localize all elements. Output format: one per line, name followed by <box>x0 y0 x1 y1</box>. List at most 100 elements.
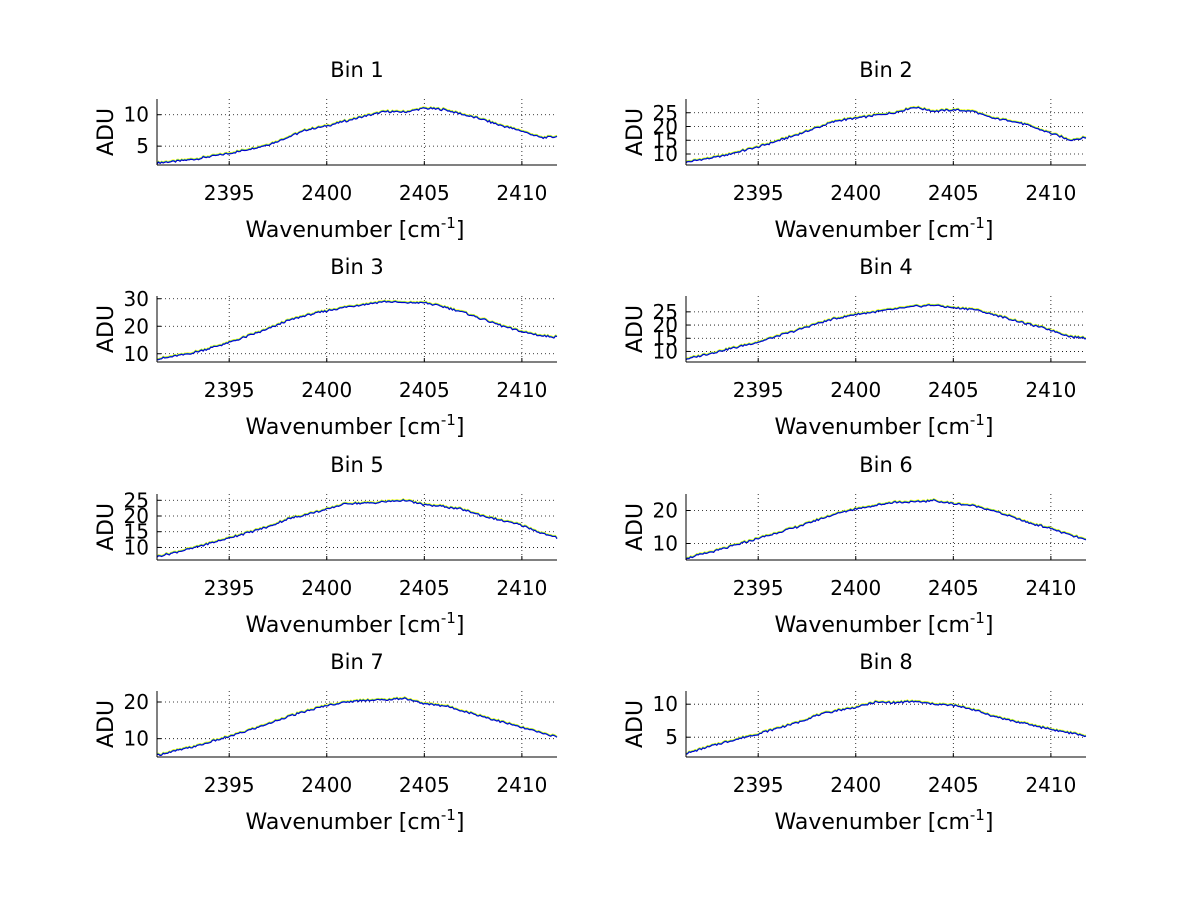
y-tick-label: 10 <box>653 142 678 166</box>
y-tick-label: 30 <box>124 287 149 311</box>
x-axis-label: Wavenumber [cm-1] <box>246 609 465 638</box>
x-axis-label: Wavenumber [cm-1] <box>775 806 994 835</box>
y-tick-label: 20 <box>653 499 678 523</box>
y-tick-label: 10 <box>653 339 678 363</box>
x-tick-label: 2410 <box>496 378 547 402</box>
subplot-7: 2395 2400 2405 2410 10 20 Bin 7 ADU Wavenumber [… <box>94 650 558 835</box>
y-tick-label: 25 <box>653 300 678 324</box>
subplot-title: Bin 1 <box>330 58 384 82</box>
x-tick-label: 2410 <box>496 576 547 600</box>
y-tick-label: 20 <box>653 313 678 337</box>
x-tick-label: 2400 <box>301 773 352 797</box>
grid-lines <box>686 691 1086 757</box>
subplot-title: Bin 4 <box>859 255 913 279</box>
series-line-3 <box>685 700 1087 755</box>
series-line-1 <box>156 299 558 360</box>
series-line-1 <box>685 497 1087 559</box>
x-tick-label: 2400 <box>830 773 881 797</box>
y-axis-label: ADU <box>623 108 648 156</box>
x-axis-label: Wavenumber [cm-1] <box>246 214 465 243</box>
y-tick-label: 5 <box>136 134 149 158</box>
series-line-3 <box>685 106 1087 164</box>
subplot-6: 2395 2400 2405 2410 10 20 Bin 6 ADU Wavenumber [… <box>623 453 1087 638</box>
x-tick-label: 2395 <box>204 773 255 797</box>
x-tick-label: 2410 <box>1025 773 1076 797</box>
series-line-2 <box>685 303 1086 360</box>
y-tick-label: 10 <box>124 727 149 751</box>
subplot-title: Bin 8 <box>859 650 913 674</box>
x-tick-label: 2395 <box>733 378 784 402</box>
y-tick-label: 10 <box>124 535 149 559</box>
y-tick-label: 20 <box>124 690 149 714</box>
series-line-1 <box>156 696 558 755</box>
x-tick-label: 2405 <box>399 773 450 797</box>
x-axis-label: Wavenumber [cm-1] <box>775 411 994 440</box>
x-tick-label: 2400 <box>830 378 881 402</box>
x-tick-label: 2410 <box>496 181 547 205</box>
x-tick-label: 2395 <box>733 181 784 205</box>
y-axis-label: ADU <box>94 503 119 551</box>
x-tick-label: 2400 <box>301 181 352 205</box>
grid-lines <box>686 494 1086 560</box>
x-tick-label: 2395 <box>204 576 255 600</box>
grid-lines <box>157 691 557 757</box>
x-tick-label: 2400 <box>830 576 881 600</box>
x-tick-label: 2395 <box>733 773 784 797</box>
subplot-8: 2395 2400 2405 2410 5 10 Bin 8 ADU Wavenumber [c… <box>623 650 1087 835</box>
subplot-3: 2395 2400 2405 2410 10 20 30 Bin 3 ADU Wavenumber… <box>94 255 558 440</box>
series-line-1 <box>685 303 1086 359</box>
y-tick-label: 10 <box>653 692 678 716</box>
series-line-2 <box>156 498 558 558</box>
y-axis-label: ADU <box>94 305 119 353</box>
y-tick-label: 15 <box>124 520 149 544</box>
series-line-1 <box>685 699 1087 754</box>
y-tick-label: 15 <box>653 326 678 350</box>
grid-lines <box>157 296 557 362</box>
x-tick-label: 2395 <box>733 576 784 600</box>
y-tick-label: 25 <box>124 488 149 512</box>
y-axis-label: ADU <box>623 503 648 551</box>
y-tick-label: 10 <box>124 103 149 127</box>
y-tick-label: 25 <box>653 101 678 125</box>
x-tick-label: 2410 <box>1025 576 1076 600</box>
y-axis-label: ADU <box>623 700 648 748</box>
x-tick-label: 2400 <box>301 378 352 402</box>
subplot-title: Bin 6 <box>859 453 913 477</box>
grid-lines <box>686 296 1086 362</box>
x-tick-label: 2405 <box>399 181 450 205</box>
subplot-1: 2395 2400 2405 2410 5 10 Bin 1 ADU Wavenumber [c… <box>94 58 558 243</box>
subplot-title: Bin 5 <box>330 453 384 477</box>
y-tick-label: 10 <box>124 342 149 366</box>
x-tick-label: 2405 <box>928 378 979 402</box>
series-line-3 <box>685 499 1087 560</box>
grid-lines <box>157 494 557 560</box>
x-tick-label: 2405 <box>399 378 450 402</box>
y-tick-label: 20 <box>124 314 149 338</box>
series-line-3 <box>156 106 558 165</box>
series-line-2 <box>156 300 558 360</box>
x-tick-label: 2395 <box>204 378 255 402</box>
y-tick-label: 20 <box>653 115 678 139</box>
subplot-title: Bin 3 <box>330 255 384 279</box>
subplot-title: Bin 2 <box>859 58 913 82</box>
x-tick-label: 2400 <box>301 576 352 600</box>
subplot-title: Bin 7 <box>330 650 384 674</box>
series-line-2 <box>685 699 1087 755</box>
y-tick-label: 5 <box>665 725 678 749</box>
y-axis-label: ADU <box>623 305 648 353</box>
x-tick-label: 2405 <box>928 181 979 205</box>
x-axis-label: Wavenumber [cm-1] <box>775 609 994 638</box>
x-axis-label: Wavenumber [cm-1] <box>246 806 465 835</box>
y-axis-label: ADU <box>94 108 119 156</box>
y-tick-label: 15 <box>653 128 678 152</box>
x-tick-label: 2410 <box>1025 378 1076 402</box>
x-tick-label: 2405 <box>399 576 450 600</box>
x-tick-label: 2405 <box>928 773 979 797</box>
x-tick-label: 2400 <box>830 181 881 205</box>
y-axis-label: ADU <box>94 700 119 748</box>
series-line-2 <box>156 696 558 756</box>
